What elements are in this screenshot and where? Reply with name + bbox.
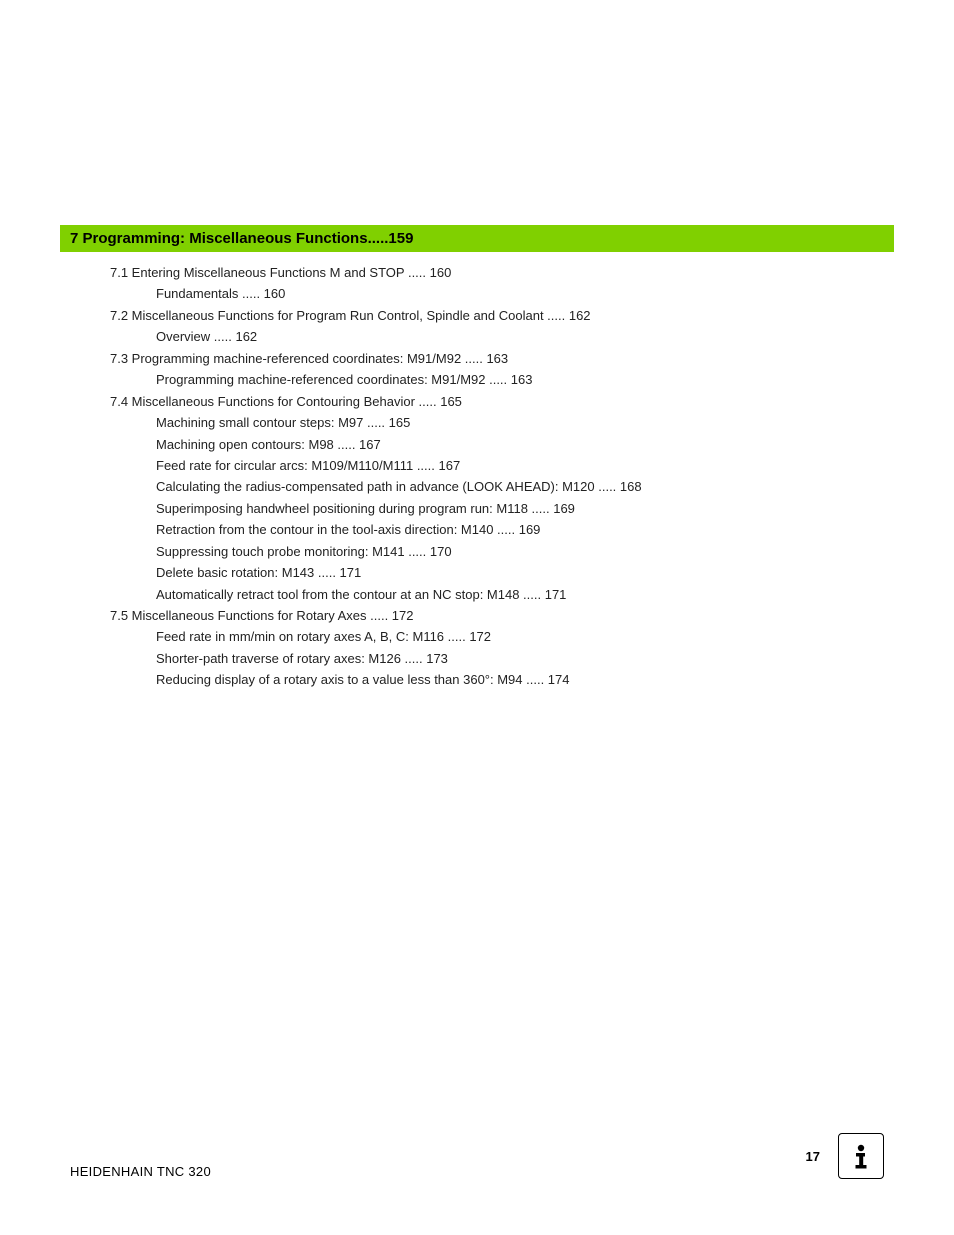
toc-entry-sub: Programming machine-referenced coordinat… [110,369,874,390]
toc-entry-sub: Feed rate in mm/min on rotary axes A, B,… [110,626,874,647]
toc-entry-sub: Reducing display of a rotary axis to a v… [110,669,874,690]
footer-product: HEIDENHAIN TNC 320 [70,1164,211,1179]
toc-entry-sub: Suppressing touch probe monitoring: M141… [110,541,874,562]
toc-entry-section: 7.3 Programming machine-referenced coord… [110,348,874,369]
page-footer: HEIDENHAIN TNC 320 17 [70,1133,884,1179]
document-page: 7 Programming: Miscellaneous Functions .… [0,0,954,1235]
toc-entry-sub: Machining small contour steps: M97 .....… [110,412,874,433]
toc-entry-section: 7.5 Miscellaneous Functions for Rotary A… [110,605,874,626]
chapter-title: Programming: Miscellaneous Functions [83,230,368,247]
toc-entry-sub: Retraction from the contour in the tool-… [110,519,874,540]
toc-entry-sub: Machining open contours: M98 ..... 167 [110,434,874,455]
toc-entry-sub: Automatically retract tool from the cont… [110,584,874,605]
toc-entry-sub: Fundamentals ..... 160 [110,283,874,304]
info-icon [838,1133,884,1179]
toc-entry-section: 7.1 Entering Miscellaneous Functions M a… [110,262,874,283]
toc-entry-sub: Feed rate for circular arcs: M109/M110/M… [110,455,874,476]
page-number: 17 [806,1149,820,1164]
toc-entry-sub: Calculating the radius-compensated path … [110,476,874,497]
footer-right: 17 [806,1133,884,1179]
toc-entry-section: 7.4 Miscellaneous Functions for Contouri… [110,391,874,412]
chapter-heading-bar: 7 Programming: Miscellaneous Functions .… [60,225,894,252]
toc-entry-sub: Overview ..... 162 [110,326,874,347]
toc-entry-sub: Shorter-path traverse of rotary axes: M1… [110,648,874,669]
chapter-number: 7 [70,230,78,247]
chapter-dots: ..... [368,230,389,247]
toc-entry-sub: Superimposing handwheel positioning duri… [110,498,874,519]
toc-entry-section: 7.2 Miscellaneous Functions for Program … [110,305,874,326]
chapter-page: 159 [388,230,413,247]
table-of-contents: 7.1 Entering Miscellaneous Functions M a… [110,262,874,691]
toc-entry-sub: Delete basic rotation: M143 ..... 171 [110,562,874,583]
